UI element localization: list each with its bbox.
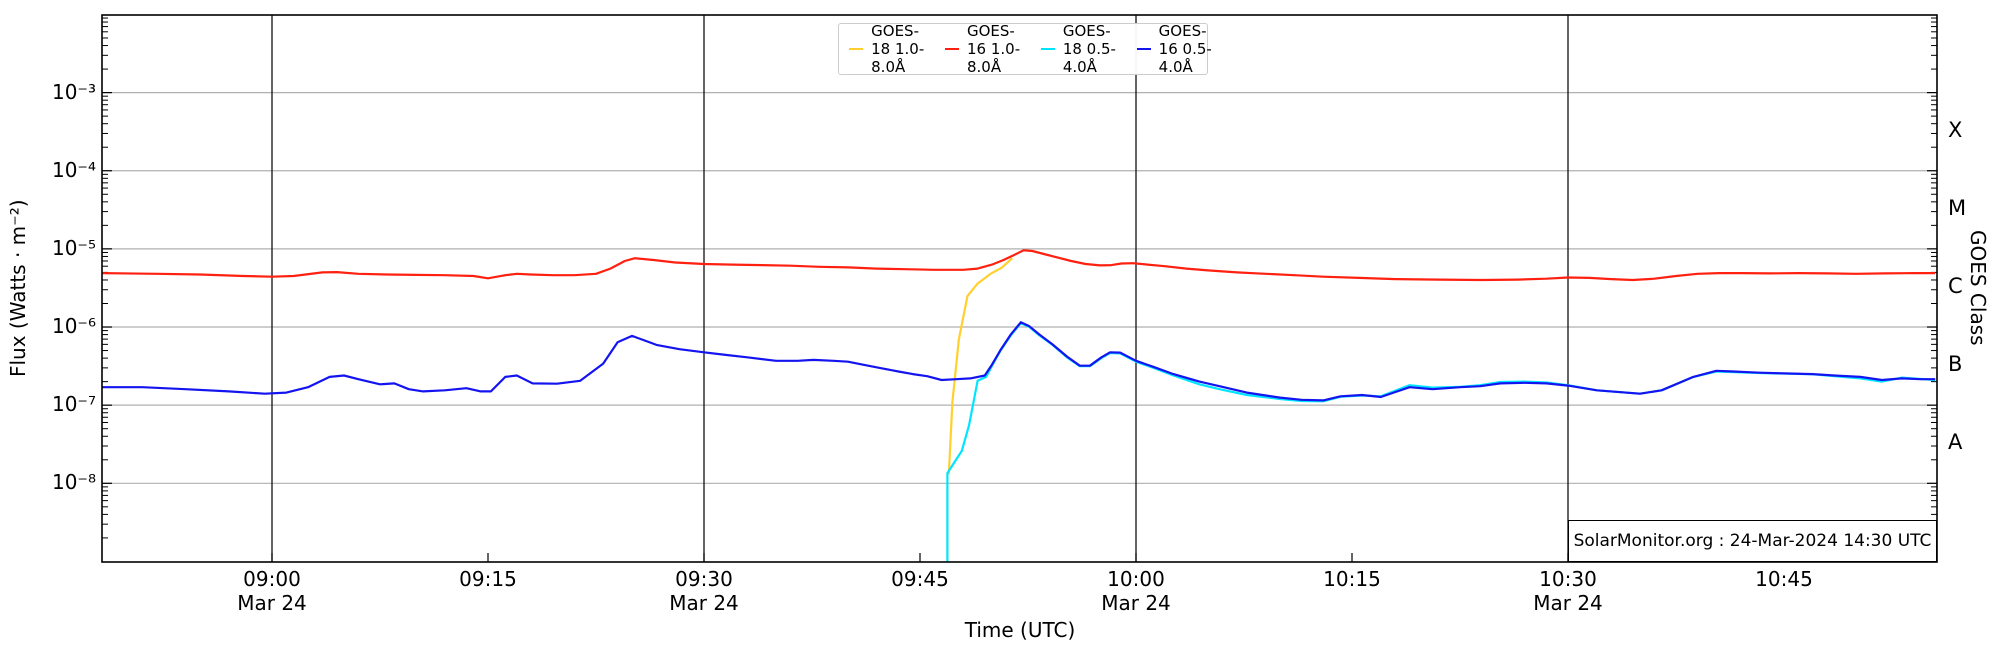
y-tick-label: 10⁻⁷ (51, 392, 96, 417)
y-axis-title: Flux (Watts · m⁻²) (6, 199, 30, 377)
series-goes-16-1-0-8-0- (102, 249, 1936, 282)
legend-entry: GOES-16 1.0-8.0Å (935, 22, 1031, 76)
y-tick-label: 10⁻⁵ (51, 235, 96, 260)
legend-label: GOES-18 0.5-4.0Å (1062, 22, 1116, 76)
x-tick-label: 10:30 Mar 24 (1533, 567, 1603, 615)
plot-border (101, 14, 1938, 563)
x-tick-label: 09:15 (459, 567, 517, 591)
legend-swatch-icon (1040, 48, 1055, 50)
legend-swatch-icon (849, 48, 864, 50)
legend-entry: GOES-16 0.5-4.0Å (1127, 22, 1223, 76)
y-tick-label: 10⁻⁸ (51, 470, 96, 495)
x-tick-label: 09:45 (891, 567, 949, 591)
legend-label: GOES-18 1.0-8.0Å (871, 22, 925, 76)
x-tick-label: 10:15 (1323, 567, 1381, 591)
goes-class-label-b: B (1948, 352, 1963, 377)
attribution-box: SolarMonitor.org : 24-Mar-2024 14:30 UTC (1568, 520, 1937, 562)
goes-class-label-m: M (1948, 195, 1967, 220)
x-tick-label: 10:45 (1755, 567, 1813, 591)
legend-label: GOES-16 0.5-4.0Å (1158, 22, 1212, 76)
series-goes-16-0-5-4-0- (102, 321, 1936, 402)
legend-entry: GOES-18 1.0-8.0Å (839, 22, 935, 76)
goes-class-label-a: A (1948, 430, 1963, 455)
right-axis-title: GOES Class (1966, 230, 1990, 346)
x-tick-label: 09:00 Mar 24 (237, 567, 307, 615)
y-tick-label: 10⁻³ (51, 79, 96, 104)
series-goes-18-1-0-8-0- (947, 257, 1013, 475)
goes-class-label-c: C (1948, 273, 1963, 298)
legend-label: GOES-16 1.0-8.0Å (966, 22, 1021, 76)
attribution-text: SolarMonitor.org : 24-Mar-2024 14:30 UTC (1573, 531, 1932, 551)
x-tick-date: Mar 24 (669, 591, 739, 615)
x-tick-date: Mar 24 (237, 591, 307, 615)
x-tick-date: Mar 24 (1101, 591, 1171, 615)
x-tick-date: Mar 24 (1533, 591, 1603, 615)
y-tick-label: 10⁻⁶ (51, 314, 96, 339)
legend-swatch-icon (1136, 48, 1151, 50)
y-tick-label: 10⁻⁴ (51, 157, 96, 182)
legend-entry: GOES-18 0.5-4.0Å (1031, 22, 1127, 76)
x-tick-label: 10:00 Mar 24 (1101, 567, 1171, 615)
legend-swatch-icon (944, 48, 959, 50)
x-axis-title: Time (UTC) (964, 618, 1076, 642)
legend: GOES-18 1.0-8.0Å GOES-16 1.0-8.0Å GOES-18 … (838, 22, 1212, 76)
x-tick-label: 09:30 Mar 24 (669, 567, 739, 615)
goes-class-label-x: X (1948, 117, 1963, 142)
